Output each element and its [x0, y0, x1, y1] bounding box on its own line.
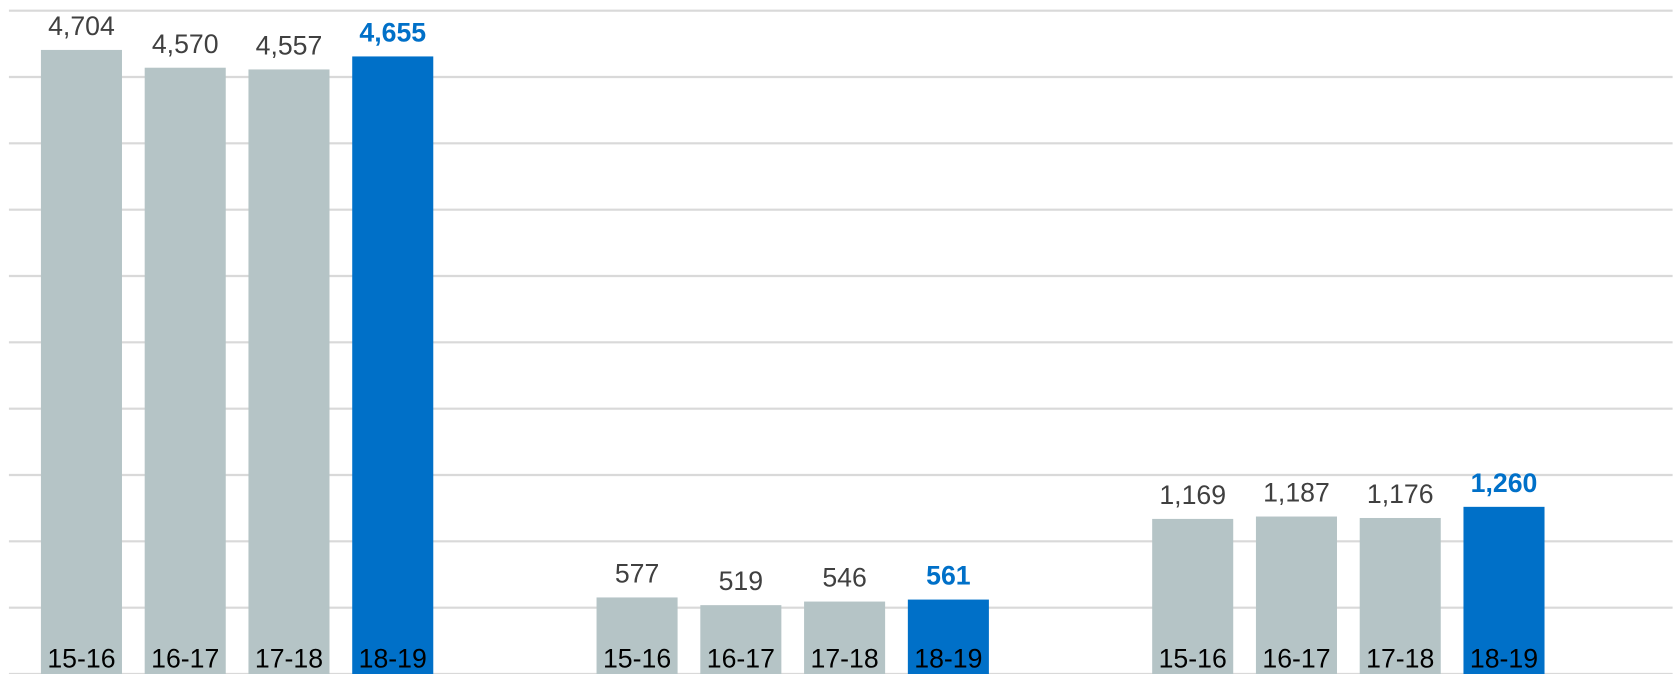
bar	[804, 601, 886, 674]
bar	[248, 69, 330, 674]
bar-series-label: 15-16	[1159, 644, 1227, 674]
data-label: 577	[615, 559, 659, 589]
data-label: 4,557	[256, 31, 323, 61]
data-label: 1,169	[1159, 480, 1226, 510]
bar-series-label: 18-19	[1470, 644, 1538, 674]
bar-series-label: 15-16	[47, 644, 115, 674]
bar	[596, 597, 678, 674]
bar	[144, 67, 226, 674]
bar-series-label: 16-17	[151, 644, 219, 674]
data-label: 519	[719, 566, 763, 596]
bar	[40, 49, 122, 674]
bar-series-label: 18-19	[359, 644, 427, 674]
data-label: 561	[926, 561, 971, 591]
bar	[1152, 518, 1234, 674]
data-label: 1,260	[1471, 468, 1538, 498]
bar-series-label: 16-17	[707, 644, 775, 674]
bar	[1359, 517, 1441, 674]
bar-series-label: 17-18	[811, 644, 879, 674]
data-label: 4,704	[48, 11, 115, 41]
data-label: 546	[822, 563, 866, 593]
bar	[700, 605, 782, 674]
data-label: 4,655	[359, 18, 426, 48]
bar	[907, 599, 989, 674]
bar	[1255, 516, 1337, 674]
data-label: 4,570	[152, 29, 219, 59]
bar-series-label: 17-18	[255, 644, 323, 674]
bar-series-label: 15-16	[603, 644, 671, 674]
data-label: 1,187	[1263, 478, 1330, 508]
bar	[1463, 506, 1545, 674]
bar	[352, 56, 434, 674]
bar-series-label: 17-18	[1366, 644, 1434, 674]
bar-series-label: 18-19	[914, 644, 982, 674]
bar-series-label: 16-17	[1262, 644, 1330, 674]
data-label: 1,176	[1367, 479, 1434, 509]
